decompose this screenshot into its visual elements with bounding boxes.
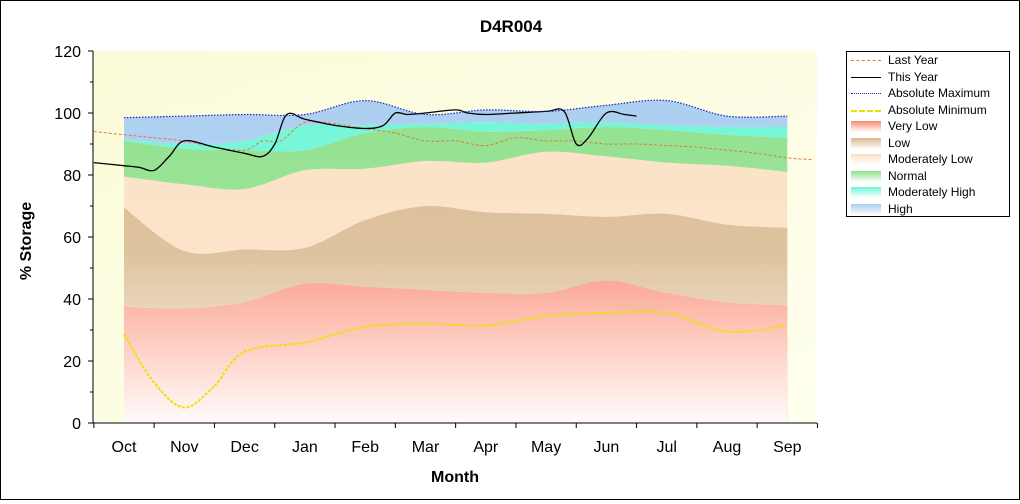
- x-tick-label: Oct: [112, 439, 137, 456]
- y-tick-label: 80: [63, 168, 81, 185]
- y-tick-label: 20: [63, 354, 81, 371]
- series-absolute-minimum: [123, 310, 788, 409]
- y-tick-label: 100: [54, 106, 81, 123]
- y-axis-label: % Storage: [18, 202, 35, 280]
- chart-title: D4R004: [480, 17, 543, 36]
- legend-item-absolute-minimum: Absolute Minimum: [847, 103, 1007, 119]
- y-tick-label: 0: [72, 416, 81, 433]
- legend-line: [851, 76, 881, 78]
- legend-label: Moderately High: [888, 185, 976, 199]
- legend-line: [851, 93, 881, 94]
- legend-item-moderately-high: Moderately High: [847, 185, 1007, 201]
- series-this-year: [93, 108, 637, 172]
- x-tick-label: Aug: [713, 439, 741, 456]
- x-tick-label: Sep: [773, 439, 802, 456]
- series-lines: [93, 99, 812, 409]
- legend-swatch: [851, 137, 881, 149]
- legend-item-moderately-low: Moderately Low: [847, 152, 1007, 168]
- x-tick-label: Jan: [292, 439, 318, 456]
- x-axis-label: Month: [431, 469, 479, 486]
- legend-swatch: [851, 154, 881, 165]
- x-tick-label: May: [531, 439, 561, 456]
- legend-item-low: Low: [847, 136, 1007, 152]
- legend-item-this-year: This Year: [847, 70, 1007, 86]
- x-tick-label: Jun: [594, 439, 620, 456]
- y-tick-label: 40: [63, 292, 81, 309]
- legend-label: This Year: [888, 69, 939, 84]
- legend-swatch: [851, 170, 881, 182]
- legend-swatch: [851, 203, 881, 215]
- legend-item-normal: Normal: [847, 169, 1007, 185]
- x-tick-label: Feb: [351, 439, 379, 456]
- legend-label: Normal: [888, 168, 927, 183]
- x-tick-label: Jul: [656, 439, 676, 456]
- legend-label: Absolute Minimum: [888, 102, 987, 117]
- legend-label: Moderately Low: [888, 152, 973, 166]
- legend-label: High: [888, 201, 913, 216]
- legend-line: [851, 109, 881, 112]
- x-tick-label: Nov: [170, 439, 198, 456]
- legend-swatch: [851, 187, 881, 198]
- x-tick-label: Mar: [412, 439, 440, 456]
- legend-item-very-low: Very Low: [847, 119, 1007, 135]
- legend-item-absolute-maximum: Absolute Maximum: [847, 86, 1007, 102]
- axes: 0 20 40 60 80 100 120 Oct Nov Dec Jan Feb Mar Apr May J…: [54, 44, 818, 456]
- legend-label: Last Year: [888, 53, 939, 67]
- legend-swatch: [851, 121, 881, 132]
- legend-item-high: High: [847, 202, 1007, 218]
- x-tick-label: Dec: [230, 439, 258, 456]
- y-tick-label: 120: [54, 44, 81, 61]
- legend-label: Absolute Maximum: [888, 86, 991, 100]
- band-fade-overlay: [124, 51, 788, 423]
- series-absolute-maximum: [123, 99, 788, 119]
- legend-line: [851, 60, 881, 61]
- legend-label: Low: [888, 135, 911, 150]
- legend-label: Very Low: [888, 119, 938, 133]
- legend-item-last-year: Last Year: [847, 53, 1007, 69]
- x-tick-label: Apr: [473, 439, 499, 456]
- legend: Last Year This Year Absolute Maximum Absolu…: [846, 51, 1010, 217]
- y-tick-label: 60: [63, 230, 81, 247]
